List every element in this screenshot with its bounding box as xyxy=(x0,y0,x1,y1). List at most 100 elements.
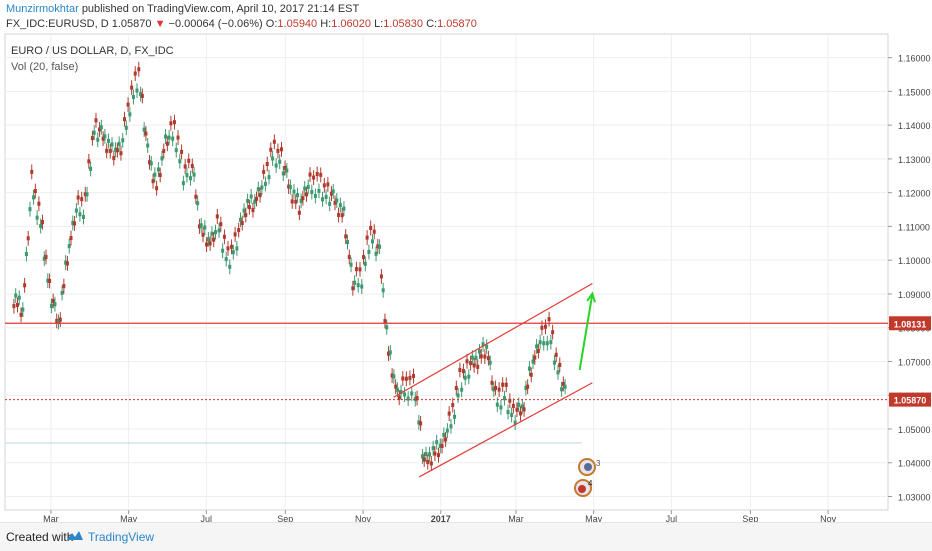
candle-body xyxy=(458,367,462,372)
candle-body xyxy=(269,147,273,152)
candle-body xyxy=(26,236,30,241)
y-tick-label: 1.11000 xyxy=(898,222,930,232)
candle-body xyxy=(494,385,498,390)
candle-body xyxy=(39,223,43,229)
candle-body xyxy=(296,193,300,198)
candle-body xyxy=(399,390,403,395)
candle-body xyxy=(383,318,387,323)
candle-body xyxy=(115,148,119,153)
candle-body xyxy=(435,440,439,445)
candle-body xyxy=(199,223,203,228)
candle-body xyxy=(183,164,187,169)
candle-body xyxy=(30,169,34,174)
tradingview-link[interactable]: TradingView xyxy=(88,530,155,544)
x-tick-label: Sep xyxy=(277,514,293,522)
price-chart[interactable]: 1.16000 1.15000 1.14000 1.13000 1.12000 1.110… xyxy=(0,0,932,522)
candle-body xyxy=(519,411,523,416)
candle-body xyxy=(342,206,346,211)
candle-body xyxy=(358,267,362,272)
chart-header: Munzirmokhtar published on TradingView.c… xyxy=(0,0,932,34)
candle-body xyxy=(140,93,144,99)
candle-body xyxy=(124,125,128,130)
candle-body xyxy=(279,147,283,152)
candle-body xyxy=(251,208,255,213)
candle-body xyxy=(337,212,341,217)
x-tick-label: Jul xyxy=(201,514,213,522)
open-value: 1.05940 xyxy=(277,18,318,30)
last-price-tag-bg xyxy=(889,392,931,407)
candle-body xyxy=(442,432,446,437)
candle-body xyxy=(522,407,526,412)
candle-body xyxy=(64,260,68,265)
candle-body xyxy=(71,220,75,225)
event-icons[interactable]: 3 4 xyxy=(574,458,601,497)
candle-body xyxy=(23,283,27,288)
candle-body xyxy=(447,411,451,416)
candle-body xyxy=(178,159,182,164)
candle-body xyxy=(73,221,77,226)
candle-body xyxy=(135,88,139,93)
candle-body xyxy=(470,355,474,360)
candle-body xyxy=(461,369,465,374)
candle-body xyxy=(315,172,319,177)
author-link[interactable]: Munzirmokhtar xyxy=(6,3,79,15)
candle-body xyxy=(404,376,408,381)
x-tick-label: Nov xyxy=(820,514,837,522)
candle-body xyxy=(485,344,489,349)
event-badge-2: 4 xyxy=(588,479,593,488)
candle-body xyxy=(85,192,89,197)
candle-body xyxy=(185,173,189,178)
candle-body xyxy=(317,188,321,193)
x-tick-label: Jul xyxy=(666,514,678,522)
price-axis[interactable]: 1.16000 1.15000 1.14000 1.13000 1.12000 1.110… xyxy=(888,54,931,503)
candle-body xyxy=(58,317,62,322)
candle-body xyxy=(171,136,175,141)
candle-body xyxy=(551,330,555,335)
candle-body xyxy=(545,341,549,346)
x-tick-label: 2017 xyxy=(431,514,451,522)
candle-body xyxy=(172,120,176,125)
candle-body xyxy=(221,248,225,253)
candle-body xyxy=(265,162,269,167)
candle-body xyxy=(422,457,426,462)
candle-body xyxy=(246,199,250,204)
candle-body xyxy=(224,257,228,262)
candle-body xyxy=(46,278,50,283)
candle-body xyxy=(235,246,239,251)
candle-body xyxy=(240,221,244,226)
candle-body xyxy=(369,225,373,230)
legend-title: EURO / US DOLLAR, D, FX_IDC xyxy=(11,45,174,57)
candle-body xyxy=(333,200,337,205)
candle-body xyxy=(287,184,291,189)
candle-body xyxy=(397,395,401,400)
candle-body xyxy=(324,194,328,199)
candle-body xyxy=(212,237,216,242)
candle-body xyxy=(370,239,374,244)
candle-body xyxy=(406,396,410,401)
candle-body xyxy=(258,193,262,198)
candle-body xyxy=(201,232,205,237)
y-tick-label: 1.07000 xyxy=(898,357,931,367)
candle-body xyxy=(131,95,135,100)
footer: Created with TradingView xyxy=(0,522,932,551)
candle-body xyxy=(417,420,421,425)
candle-body xyxy=(347,254,351,259)
channel-lower-line xyxy=(418,382,593,478)
candle-body xyxy=(294,199,298,204)
candle-body xyxy=(415,396,419,401)
candle-body xyxy=(408,375,412,380)
event-dot-icon xyxy=(578,485,586,493)
candle-body xyxy=(356,283,360,288)
ohlc-line: FX_IDC:EURUSD, D 1.05870 ▼ −0.00064 (−0.… xyxy=(6,18,477,30)
candle-body xyxy=(465,359,469,364)
y-tick-label: 1.13000 xyxy=(898,155,931,165)
candle-body xyxy=(486,356,490,361)
candle-body xyxy=(249,194,253,199)
h-label: H: xyxy=(320,18,332,30)
candle-body xyxy=(51,298,55,303)
candle-body xyxy=(255,196,259,201)
candle-body xyxy=(312,175,316,180)
time-axis[interactable]: Mar May Jul Sep Nov 2017 Mar May Jul Sep Nov xyxy=(43,510,837,522)
candle-body xyxy=(501,382,505,387)
candle-body xyxy=(69,236,73,241)
